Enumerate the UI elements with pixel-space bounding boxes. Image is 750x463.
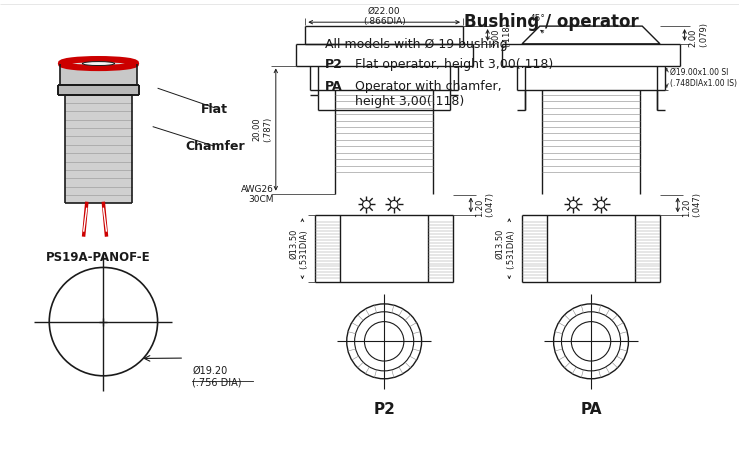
Text: Ø19.20
(.756 DIA): Ø19.20 (.756 DIA) — [192, 366, 242, 388]
Text: Flat operator, height 3,00(.118): Flat operator, height 3,00(.118) — [355, 57, 553, 71]
Text: 3,00
(.118): 3,00 (.118) — [491, 23, 511, 48]
Text: PA: PA — [325, 80, 343, 94]
Circle shape — [569, 200, 578, 208]
Text: P2: P2 — [325, 57, 343, 71]
Text: Ø13.50
(.531DIA): Ø13.50 (.531DIA) — [289, 229, 308, 269]
Text: PS19A-PANOF-E: PS19A-PANOF-E — [46, 250, 151, 264]
Polygon shape — [65, 95, 132, 203]
Text: 2.00
(.079): 2.00 (.079) — [688, 23, 708, 48]
Text: Bushing / operator: Bushing / operator — [464, 13, 639, 31]
Circle shape — [390, 200, 398, 208]
Text: Chamfer: Chamfer — [185, 140, 244, 153]
Text: 20.00
(.787): 20.00 (.787) — [253, 117, 272, 142]
Text: 45°: 45° — [530, 14, 546, 23]
Text: Ø13.50
(.531DIA): Ø13.50 (.531DIA) — [496, 229, 515, 269]
Polygon shape — [60, 63, 137, 85]
Ellipse shape — [60, 59, 137, 69]
Text: 1.20
(.047): 1.20 (.047) — [682, 193, 701, 218]
Text: Operator with chamfer,
height 3,00(.118): Operator with chamfer, height 3,00(.118) — [355, 80, 501, 108]
Text: AWG26
30CM: AWG26 30CM — [241, 185, 274, 204]
Text: 1.20
(.047): 1.20 (.047) — [475, 193, 494, 218]
Text: PA: PA — [580, 402, 602, 418]
Ellipse shape — [82, 62, 115, 66]
Text: All models with Ø 19 bushing: All models with Ø 19 bushing — [325, 38, 508, 51]
Text: Ø22.00
(.866DIA): Ø22.00 (.866DIA) — [363, 6, 406, 26]
Circle shape — [362, 200, 370, 208]
Circle shape — [597, 200, 604, 208]
Text: Ø19.00x1.00 SI
(.748DIAx1.00 IS): Ø19.00x1.00 SI (.748DIAx1.00 IS) — [670, 68, 736, 88]
Text: P2: P2 — [374, 402, 395, 418]
Text: Flat: Flat — [201, 103, 228, 116]
Polygon shape — [58, 85, 139, 95]
